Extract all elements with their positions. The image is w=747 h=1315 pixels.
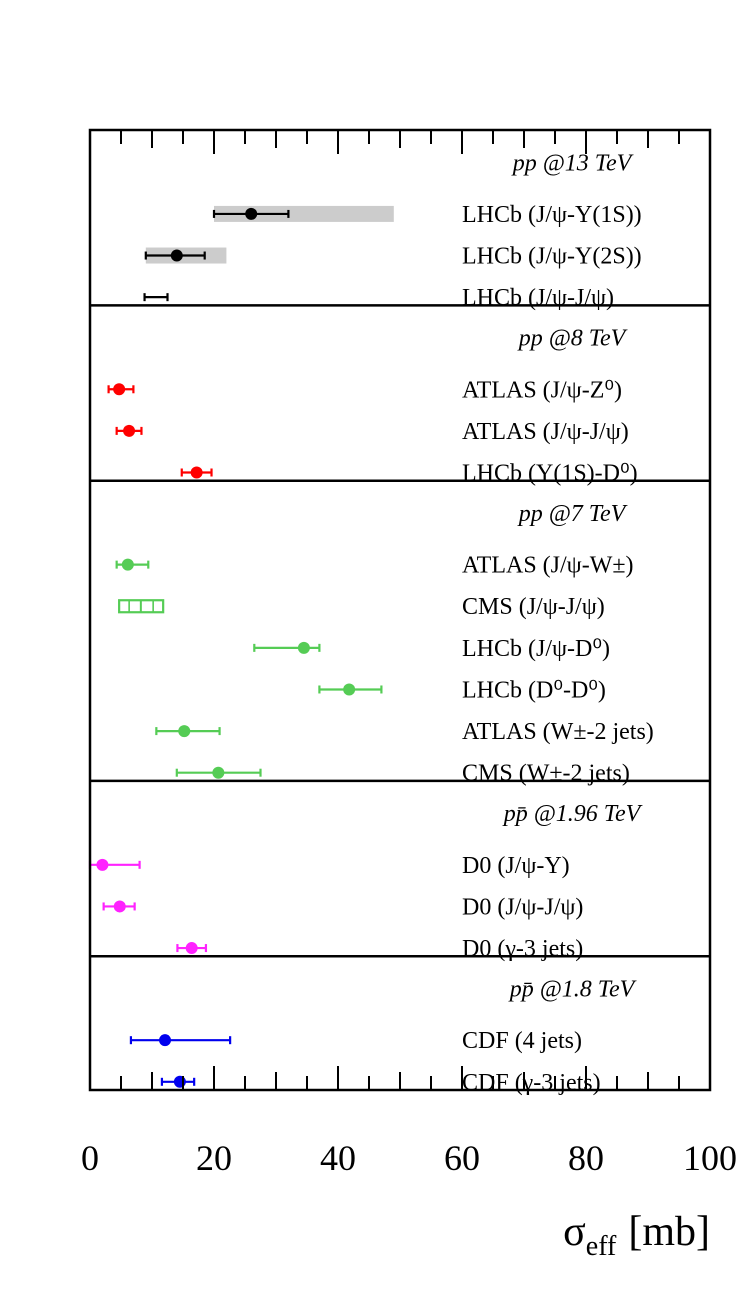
entry-label: D0 (γ-3 jets)	[462, 936, 583, 962]
x-axis-label: σeff [mb]	[563, 1209, 710, 1262]
group-0: pp @13 TeV LHCb (J/ψ-Υ(1S)) LHCb (J/ψ-Υ(2S…	[90, 150, 710, 311]
x-axis: 0 20 40 60 80 100	[81, 128, 737, 1178]
entry-label: ATLAS (W±-2 jets)	[462, 719, 654, 745]
entry-label: LHCb (J/ψ-J/ψ)	[462, 285, 614, 311]
group-2: pp @7 TeV ATLAS (J/ψ-W±) CMS (J/ψ-J/ψ) LHCb…	[90, 501, 710, 787]
entry-label: LHCb (J/ψ-Υ(1S))	[462, 202, 642, 228]
entry-label: LHCb (Υ(1S)-D⁰)	[462, 461, 638, 487]
uncertainty-band	[214, 205, 394, 222]
x-tick-label: 40	[320, 1138, 356, 1178]
entry-label: CDF (4 jets)	[462, 1028, 582, 1054]
data-point	[121, 558, 134, 571]
x-tick-label: 20	[196, 1138, 232, 1178]
data-point	[113, 900, 126, 913]
data-point	[343, 683, 356, 696]
entry-label: LHCb (J/ψ-D⁰)	[462, 636, 610, 662]
entry-label: D0 (J/ψ-Υ)	[462, 853, 570, 879]
entry-label: ATLAS (J/ψ-W±)	[462, 553, 634, 579]
data-point	[170, 249, 183, 262]
data-point	[113, 383, 126, 396]
data-point	[185, 942, 198, 955]
x-axis-label-unit: [mb]	[628, 1209, 710, 1255]
entry-label: CDF (γ-3 jets)	[462, 1070, 601, 1096]
group-layer: pp @13 TeV LHCb (J/ψ-Υ(1S)) LHCb (J/ψ-Υ(2S…	[88, 150, 710, 1096]
entry-label: CMS (W±-2 jets)	[462, 761, 630, 787]
entry-label: CMS (J/ψ-J/ψ)	[462, 594, 605, 620]
data-point	[159, 1034, 172, 1047]
entry-label: ATLAS (J/ψ-Z⁰)	[462, 377, 622, 403]
entry-label: LHCb (J/ψ-Υ(2S))	[462, 244, 642, 270]
entry-label: LHCb (D⁰-D⁰)	[462, 677, 606, 703]
data-point	[178, 725, 191, 738]
group-1: pp @8 TeV ATLAS (J/ψ-Z⁰) ATLAS (J/ψ-J/ψ) LH…	[90, 326, 710, 487]
data-point	[123, 424, 136, 437]
entry-label: ATLAS (J/ψ-J/ψ)	[462, 419, 629, 445]
data-point	[173, 1075, 186, 1088]
data-point	[212, 766, 225, 779]
group-3: pp̄ @1.96 TeV D0 (J/ψ-Υ) D0 (J/ψ-J/ψ) D0 (γ…	[88, 801, 710, 962]
x-tick-label: 60	[444, 1138, 480, 1178]
data-point	[96, 858, 109, 871]
group-header: pp̄ @1.96 TeV	[502, 801, 643, 827]
x-tick-label: 0	[81, 1138, 99, 1178]
group-header: pp @8 TeV	[517, 326, 628, 352]
x-tick-label: 100	[683, 1138, 737, 1178]
group-header: pp @7 TeV	[517, 501, 628, 527]
data-point	[190, 466, 203, 479]
x-axis-label-subscript: eff	[586, 1231, 617, 1262]
entry-label: D0 (J/ψ-J/ψ)	[462, 894, 583, 920]
data-point	[297, 641, 310, 654]
x-tick-label: 80	[568, 1138, 604, 1178]
x-axis-label-symbol: σ	[563, 1209, 586, 1255]
group-4: pp̄ @1.8 TeV CDF (4 jets) CDF (γ-3 jets)	[129, 977, 637, 1096]
data-point	[245, 207, 258, 220]
plot-frame	[88, 128, 712, 1092]
group-header: pp @13 TeV	[511, 150, 634, 176]
group-header: pp̄ @1.8 TeV	[508, 977, 637, 1003]
